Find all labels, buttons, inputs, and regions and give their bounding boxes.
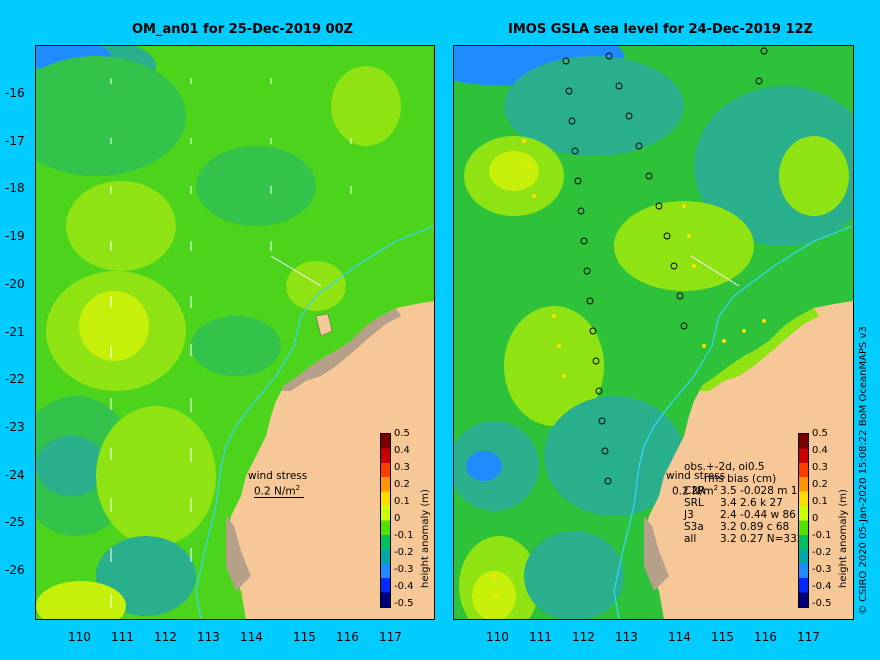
stats-row-values: 3.5 -0.028 m 1 <box>720 485 798 497</box>
left-ytick: -26 <box>5 563 25 577</box>
stats-header-1: obs.+-2d, oi0.5 <box>684 461 765 473</box>
left-cb-tick: -0.1 <box>394 530 414 541</box>
stats-row-name: SRL <box>684 497 704 509</box>
right-cb-tick: 0.1 <box>812 496 828 507</box>
left-cb-tick: -0.3 <box>394 564 414 575</box>
left-cb-tick: 0 <box>394 513 401 524</box>
left-xtick: 112 <box>154 630 177 644</box>
left-ytick: -25 <box>5 515 25 529</box>
stats-row-name: C2R <box>684 485 706 497</box>
left-cb-tick: 0.5 <box>394 428 410 439</box>
right-xtick: 114 <box>668 630 691 644</box>
right-map-canvas <box>454 46 853 619</box>
left-ytick: -16 <box>5 86 25 100</box>
left-map <box>35 45 435 620</box>
right-wind-label: wind stress <box>666 470 726 482</box>
left-xtick: 117 <box>379 630 402 644</box>
right-cb-tick: -0.5 <box>812 598 832 609</box>
left-colorbar <box>380 433 391 608</box>
right-wind-value: 0.2 N/m <box>672 485 714 498</box>
right-cb-tick: 0.3 <box>812 462 828 473</box>
left-cb-tick: 0.4 <box>394 445 410 456</box>
stats-row: all 3.2 0.27 N=332 <box>684 533 803 545</box>
right-cb-tick: 0.4 <box>812 445 828 456</box>
right-cb-tick: 0.2 <box>812 479 828 490</box>
left-xtick: 111 <box>111 630 134 644</box>
left-wind-label: wind stress <box>248 470 308 482</box>
stats-row-values: 3.2 0.27 N=332 <box>720 533 804 545</box>
left-wind-sup: 2 <box>295 484 301 492</box>
right-wind-sup: 2 <box>713 484 719 492</box>
right-xtick: 117 <box>797 630 820 644</box>
left-ytick: -18 <box>5 181 25 195</box>
left-ytick: -22 <box>5 372 25 386</box>
left-xtick: 115 <box>293 630 316 644</box>
left-cb-label: height anomaly (m) <box>420 489 431 588</box>
right-cb-tick: 0.5 <box>812 428 828 439</box>
left-cb-tick: 0.1 <box>394 496 410 507</box>
left-wind-value: 0.2 N/m <box>254 485 296 498</box>
credit-text: © CSIRO 2020 05-Jan-2020 15:08:22 BoM Oc… <box>858 326 869 615</box>
left-xtick: 113 <box>197 630 220 644</box>
left-cb-tick: -0.2 <box>394 547 414 558</box>
stats-row: SRL 3.4 2.6 k 27 <box>684 497 803 509</box>
left-xtick: 116 <box>336 630 359 644</box>
right-xtick: 113 <box>615 630 638 644</box>
right-map <box>453 45 854 620</box>
left-wind-legend: wind stress 0.2 N/m2 <box>248 470 307 498</box>
left-wind-scale-bar <box>254 497 304 498</box>
right-cb-label: height anomaly (m) <box>838 489 849 588</box>
right-cb-tick: -0.2 <box>812 547 832 558</box>
stats-row-name: J3 <box>684 509 694 521</box>
left-map-canvas <box>36 46 434 619</box>
right-stats-table: obs.+-2d, oi0.5 rms bias (cm) C2R 3.5 -0.… <box>684 461 803 545</box>
right-panel-title: IMOS GSLA sea level for 24-Dec-2019 12Z <box>508 22 813 37</box>
right-colorbar <box>798 433 809 608</box>
right-cb-tick: -0.1 <box>812 530 832 541</box>
right-xtick: 110 <box>486 630 509 644</box>
stats-row-values: 2.4 -0.44 w 86 <box>720 509 796 521</box>
right-xtick: 111 <box>529 630 552 644</box>
left-cb-tick: -0.4 <box>394 581 414 592</box>
right-cb-tick: -0.4 <box>812 581 832 592</box>
left-cb-tick: 0.2 <box>394 479 410 490</box>
left-ytick: -19 <box>5 229 25 243</box>
left-ytick: -17 <box>5 134 25 148</box>
stats-header-2: rms bias (cm) <box>704 473 777 485</box>
stats-row: J3 2.4 -0.44 w 86 <box>684 509 803 521</box>
stats-row-name: all <box>684 533 697 545</box>
stats-row: C2R 3.5 -0.028 m 1 <box>684 485 803 497</box>
right-wind-value-row: 0.2 N/m2 <box>666 482 725 498</box>
right-cb-tick: -0.3 <box>812 564 832 575</box>
stats-row-values: 3.4 2.6 k 27 <box>720 497 783 509</box>
right-xtick: 115 <box>711 630 734 644</box>
left-cb-tick: 0.3 <box>394 462 410 473</box>
left-panel-title: OM_an01 for 25-Dec-2019 00Z <box>132 22 354 37</box>
stats-row-name: S3a <box>684 521 704 533</box>
left-wind-value-row: 0.2 N/m2 <box>248 482 307 498</box>
left-cb-tick: -0.5 <box>394 598 414 609</box>
right-xtick: 112 <box>572 630 595 644</box>
left-ytick: -20 <box>5 277 25 291</box>
stats-row-values: 3.2 0.89 c 68 <box>720 521 790 533</box>
right-wind-legend: wind stress 0.2 N/m2 <box>666 470 725 498</box>
left-xtick: 110 <box>68 630 91 644</box>
left-ytick: -21 <box>5 325 25 339</box>
right-cb-tick: 0 <box>812 513 819 524</box>
stats-row: S3a 3.2 0.89 c 68 <box>684 521 803 533</box>
left-ytick: -23 <box>5 420 25 434</box>
left-ytick: -24 <box>5 468 25 482</box>
right-xtick: 116 <box>754 630 777 644</box>
left-xtick: 114 <box>240 630 263 644</box>
